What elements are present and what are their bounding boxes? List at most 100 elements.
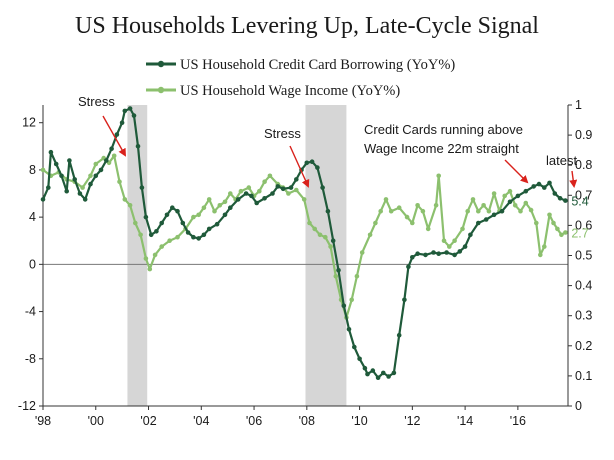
data-point-credit-card xyxy=(254,200,259,206)
data-point-wage-income xyxy=(410,220,415,226)
data-point-credit-card xyxy=(499,208,505,214)
data-point-credit-card xyxy=(436,251,442,256)
data-point-wage-income xyxy=(538,252,543,258)
data-point-wage-income xyxy=(217,203,223,208)
data-point-wage-income xyxy=(196,212,201,218)
data-point-credit-card xyxy=(280,186,286,192)
data-point-wage-income xyxy=(491,191,497,196)
data-point-credit-card xyxy=(452,252,457,258)
data-point-credit-card xyxy=(98,167,104,173)
annotation-stress-1: Stress xyxy=(78,94,115,109)
data-point-credit-card xyxy=(206,226,212,232)
data-point-wage-income xyxy=(246,185,252,190)
data-point-credit-card xyxy=(114,132,120,137)
data-point-credit-card xyxy=(357,356,362,362)
data-point-wage-income xyxy=(323,234,328,240)
data-point-credit-card xyxy=(214,221,220,227)
data-point-wage-income xyxy=(127,203,133,208)
data-point-credit-card xyxy=(462,244,468,249)
data-point-credit-card xyxy=(381,370,386,376)
data-point-credit-card xyxy=(109,146,114,151)
end-value-label-wage-income: 2.7 xyxy=(571,226,588,240)
y-left-tick-label: -8 xyxy=(25,352,36,366)
data-point-credit-card xyxy=(547,180,552,186)
end-labels: 5.4 2.7 xyxy=(571,195,588,241)
y-left-tick-label: 12 xyxy=(22,116,36,130)
y-right-tick-label: 0.5 xyxy=(575,249,592,263)
data-point-credit-card xyxy=(336,268,341,273)
data-point-credit-card xyxy=(370,368,376,373)
data-point-wage-income xyxy=(367,232,373,238)
y-right-tick-label: 0.1 xyxy=(575,369,592,383)
data-point-wage-income xyxy=(507,188,513,194)
y-left-tick-label: 8 xyxy=(29,163,36,177)
annotation-stress-2: Stress xyxy=(264,126,301,141)
axes: 12 8 4 0 -4 -8 -12 1 0.9 0.8 0.7 0.6 0.5 0.4 0.3 0.2 0.1… xyxy=(18,98,593,428)
data-point-wage-income xyxy=(93,161,99,167)
data-point-credit-card xyxy=(53,161,59,167)
x-tick-label: '04 xyxy=(193,414,209,428)
data-point-credit-card xyxy=(119,120,125,125)
y-right-tick-label: 0.6 xyxy=(575,218,592,232)
data-point-wage-income xyxy=(317,232,323,238)
data-point-credit-card xyxy=(135,144,141,149)
y-right-tick-label: 1 xyxy=(575,98,582,112)
data-point-wage-income xyxy=(201,205,207,210)
data-point-credit-card xyxy=(491,212,497,218)
y-right-tick-label: 0 xyxy=(575,399,582,413)
data-point-credit-card xyxy=(82,197,88,202)
data-point-credit-card xyxy=(410,254,415,260)
shaded-period-2 xyxy=(305,105,347,406)
data-point-credit-card xyxy=(315,165,320,170)
annotation-cards-line-1: Credit Cards running above xyxy=(364,122,523,137)
data-point-credit-card xyxy=(64,188,69,194)
data-point-wage-income xyxy=(481,203,486,208)
x-tick-label: '08 xyxy=(299,414,315,428)
data-point-wage-income xyxy=(262,179,267,184)
data-point-credit-card xyxy=(222,212,228,218)
data-point-wage-income xyxy=(117,179,122,184)
y-left-tick-label: -12 xyxy=(18,399,36,413)
data-point-credit-card xyxy=(235,197,241,202)
data-point-wage-income xyxy=(349,297,355,303)
data-point-wage-income xyxy=(373,220,378,226)
data-point-wage-income xyxy=(502,193,508,199)
data-point-credit-card xyxy=(309,159,315,164)
data-point-wage-income xyxy=(486,208,492,214)
data-point-credit-card xyxy=(93,173,99,179)
data-point-wage-income xyxy=(159,244,164,249)
annotation-arrow-cards xyxy=(504,159,529,184)
data-point-credit-card xyxy=(228,205,233,210)
annotation-cards-line-2: Wage Income 22m straight xyxy=(364,141,519,156)
series-line-wage-income xyxy=(42,154,566,319)
data-point-credit-card xyxy=(159,220,164,226)
data-point-credit-card xyxy=(48,149,54,155)
series-line-credit-card xyxy=(41,107,566,379)
data-point-wage-income xyxy=(294,187,299,193)
data-point-credit-card xyxy=(275,184,281,189)
data-point-credit-card xyxy=(164,212,170,218)
data-point-wage-income xyxy=(465,208,471,214)
data-point-credit-card xyxy=(122,108,128,114)
data-point-wage-income xyxy=(175,234,180,240)
data-point-credit-card xyxy=(67,158,72,163)
data-point-credit-card xyxy=(386,374,391,379)
data-point-credit-card xyxy=(139,185,145,190)
data-point-wage-income xyxy=(476,208,481,214)
data-point-wage-income xyxy=(378,208,384,214)
data-point-credit-card xyxy=(131,113,137,118)
data-point-credit-card xyxy=(320,185,325,190)
data-point-credit-card xyxy=(542,185,547,190)
data-point-credit-card xyxy=(375,375,381,381)
legend-marker-credit-card xyxy=(157,60,165,68)
data-point-credit-card xyxy=(391,370,397,376)
data-point-wage-income xyxy=(433,203,439,208)
data-point-credit-card xyxy=(196,236,201,241)
data-point-wage-income xyxy=(470,197,476,202)
y-right-tick-label: 0.7 xyxy=(575,188,592,202)
data-point-credit-card xyxy=(362,365,368,371)
data-point-credit-card xyxy=(201,232,207,238)
data-point-wage-income xyxy=(206,197,212,202)
data-point-wage-income xyxy=(460,226,465,232)
data-point-credit-card xyxy=(557,196,563,201)
